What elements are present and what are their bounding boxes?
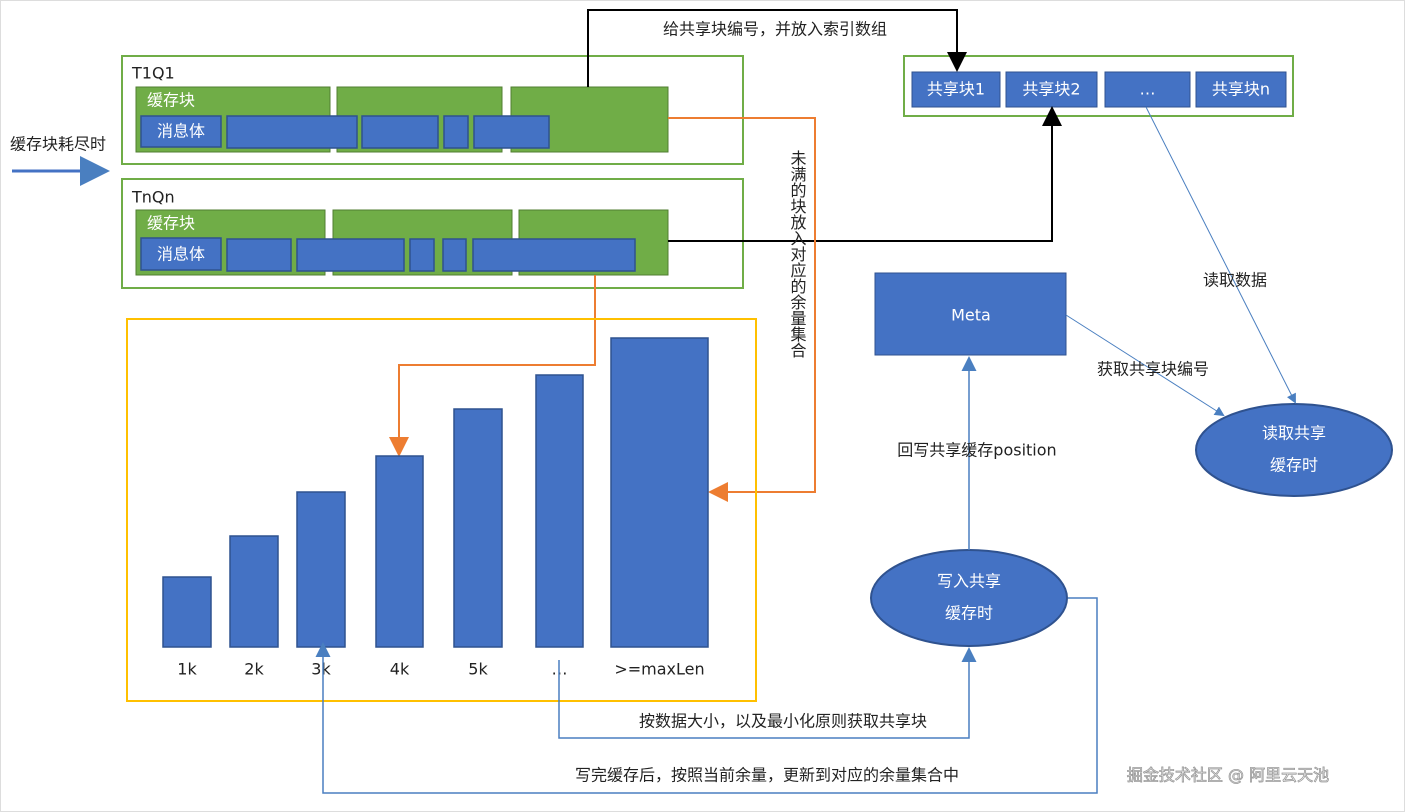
message (226, 115, 358, 149)
message-label: 消息体 (157, 245, 205, 264)
block-label: 缓存块 (147, 91, 195, 110)
bucket-label: 1k (177, 660, 197, 679)
write-label: 写入共享 (937, 572, 1001, 591)
read-data-edge (1145, 106, 1296, 404)
bucket-label: >=maxLen (614, 660, 704, 679)
bucket (375, 455, 424, 648)
bucket-label: 3k (311, 660, 331, 679)
shared-block (1104, 71, 1191, 108)
message (140, 237, 222, 271)
number-edge (587, 9, 967, 87)
bucket-label: 5k (468, 660, 488, 679)
meta (874, 272, 1067, 356)
watermark: 掘金技术社区 @ 阿里云天池 (1127, 766, 1329, 785)
message (409, 238, 435, 272)
bucket (610, 337, 709, 648)
bucket (162, 576, 212, 648)
edge-label: 回写共享缓存position (897, 441, 1056, 460)
shared-block (1195, 71, 1287, 108)
message (296, 238, 405, 272)
read-label: 缓存时 (1270, 456, 1318, 475)
buckets: 1k 2k 3k 4k 5k… >=maxLen (162, 337, 709, 679)
queue-name: T1Q1 (131, 64, 175, 83)
bucket (296, 491, 346, 648)
shared-block (911, 71, 1001, 108)
shared-block-label: 共享块1 (927, 80, 985, 99)
write-label: 缓存时 (945, 604, 993, 623)
get-number-edge (1065, 314, 1225, 417)
message (442, 238, 467, 272)
acquire-edge (558, 647, 977, 739)
bucket (453, 408, 503, 648)
queue-name: TnQn (131, 188, 175, 207)
edge-label: 写完缓存后，按照当前余量，更新到对应的余量集合中 (575, 766, 959, 785)
bucket-area (126, 318, 757, 702)
message (140, 115, 222, 148)
message (472, 238, 636, 272)
shared-block-label: 共享块n (1212, 80, 1270, 99)
edge-label: 按数据大小，以及最小化原则获取共享块 (639, 712, 927, 731)
bucket (535, 374, 584, 648)
message (443, 115, 469, 149)
read-node (1195, 403, 1393, 497)
bucket-label: 4k (390, 660, 410, 679)
write-node (870, 549, 1068, 647)
vertical-label: 未满的块放入对应的余量集合 (788, 150, 807, 358)
edge-label: 获取共享块编号 (1097, 360, 1209, 379)
message-label: 消息体 (157, 122, 205, 141)
meta-label: Meta (951, 306, 991, 325)
message (226, 238, 292, 272)
block-label: 缓存块 (147, 214, 195, 233)
bucket-label: 2k (244, 660, 264, 679)
message (473, 115, 550, 149)
edge-label: 读取数据 (1203, 271, 1267, 290)
shared-block-label: 共享块2 (1022, 80, 1080, 99)
read-label: 读取共享 (1262, 424, 1326, 443)
bucket (229, 535, 279, 648)
update-edge (315, 597, 1098, 794)
edge-label: 给共享块编号，并放入索引数组 (663, 20, 887, 39)
remainder-edge (668, 117, 816, 502)
message (361, 115, 439, 149)
shared-block-label: … (1140, 80, 1156, 99)
input-label: 缓存块耗尽时 (10, 135, 106, 154)
index-edge (668, 106, 1062, 242)
